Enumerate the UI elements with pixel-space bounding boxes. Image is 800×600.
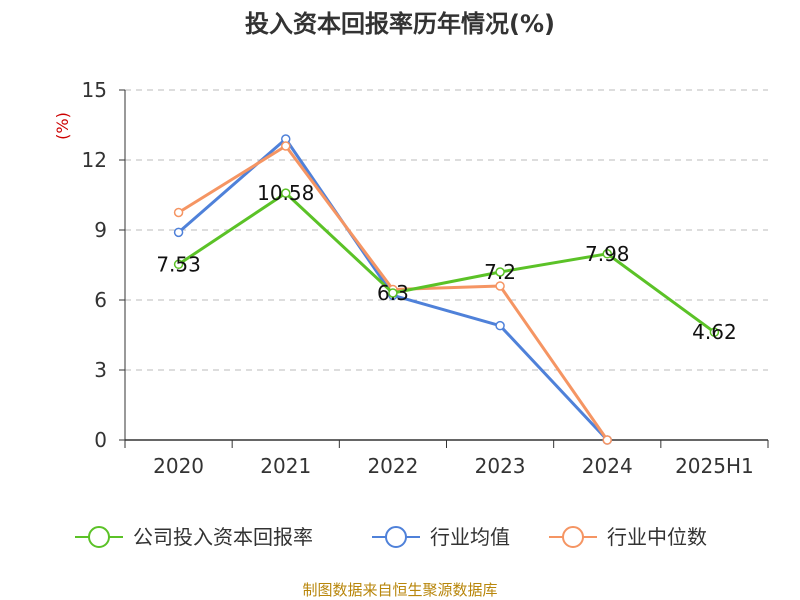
y-tick-label: 12: [82, 148, 107, 172]
data-labels: 7.53 10.58 6.3 7.2 7.98 4.62: [156, 181, 736, 344]
grid-lines: [125, 89, 768, 371]
data-point: [495, 320, 505, 331]
data-label: 7.98: [585, 242, 630, 266]
legend-item[interactable]: 行业中位数: [549, 525, 707, 549]
data-point: [173, 227, 184, 238]
data-point: [602, 435, 612, 445]
data-point: [281, 188, 291, 198]
legend-label: 公司投入资本回报率: [133, 525, 313, 549]
x-tick-label: 2021: [260, 454, 311, 478]
x-tick-label: 2022: [367, 454, 418, 478]
data-label: 4.62: [692, 320, 737, 344]
legend-marker: [88, 526, 110, 548]
data-label: 7.2: [484, 260, 516, 284]
y-axis-unit-label: (%): [53, 112, 72, 140]
x-tick-label: 2020: [153, 454, 204, 478]
legend-item[interactable]: 行业均值: [372, 525, 510, 549]
series-lines: [173, 134, 720, 445]
axes: 0 3 6 9 12 15 2020 2021 2022 2023 2024 2025H1: [82, 78, 769, 478]
legend: 公司投入资本回报率 行业均值 行业中位数: [75, 525, 707, 549]
data-point: [495, 267, 505, 277]
data-point: [173, 207, 184, 218]
source-note: 制图数据来自恒生聚源数据库: [302, 581, 497, 599]
y-tick-label: 6: [94, 288, 107, 312]
data-point: [173, 259, 184, 270]
data-point: [281, 141, 291, 151]
chart-title: 投入资本回报率历年情况(%): [245, 10, 555, 38]
data-label: 7.53: [156, 252, 201, 276]
legend-marker: [562, 526, 584, 548]
data-point: [602, 249, 612, 259]
x-tick-label: 2025H1: [675, 454, 754, 478]
y-tick-label: 3: [94, 358, 107, 382]
data-point: [388, 288, 398, 298]
data-point: [709, 327, 720, 337]
y-tick-label: 15: [82, 78, 107, 102]
legend-label: 行业中位数: [607, 525, 707, 549]
data-label: 6.3: [377, 281, 409, 305]
series-line-0: [177, 191, 716, 334]
x-tick-label: 2024: [582, 454, 633, 478]
legend-item[interactable]: 公司投入资本回报率: [75, 525, 313, 549]
data-point: [495, 281, 505, 291]
x-tick-label: 2023: [475, 454, 526, 478]
legend-label: 行业均值: [430, 525, 510, 549]
legend-marker: [385, 526, 407, 548]
y-tick-label: 9: [94, 218, 107, 242]
y-tick-label: 0: [94, 428, 107, 452]
data-label: 10.58: [257, 181, 314, 205]
